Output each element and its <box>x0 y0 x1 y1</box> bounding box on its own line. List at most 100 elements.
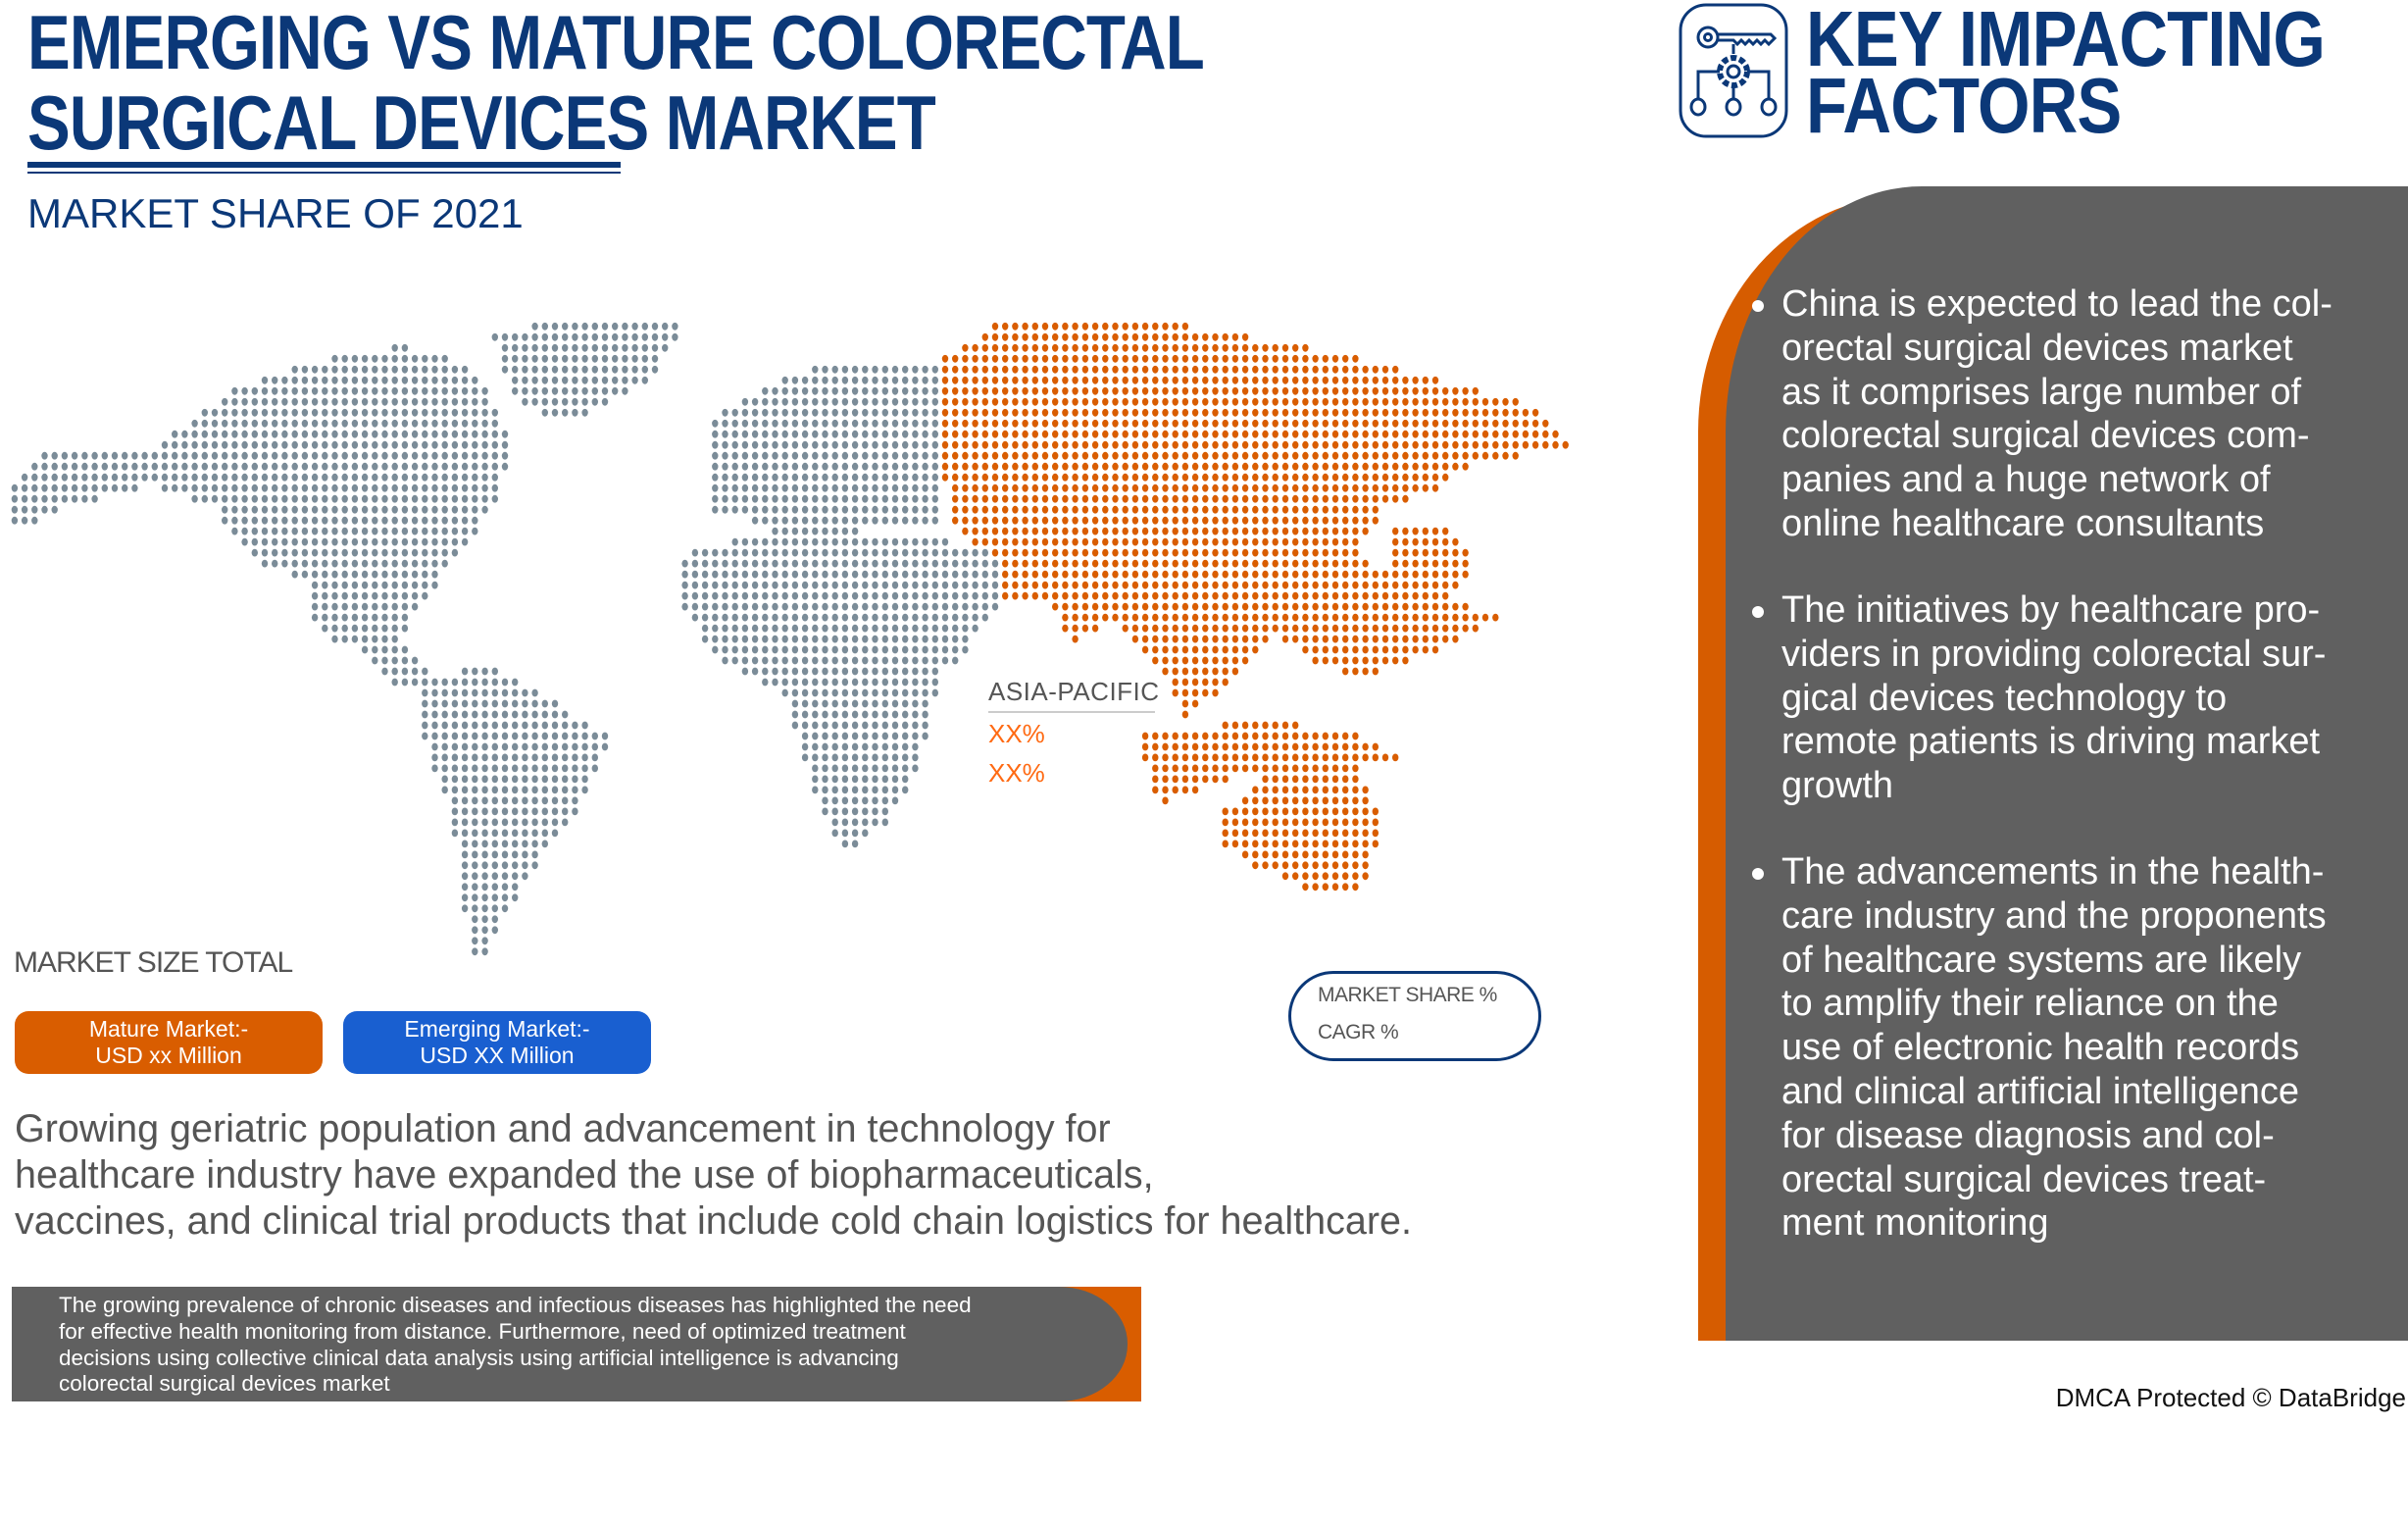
map-dot-asia-pacific <box>1172 613 1179 622</box>
map-dot-asia-pacific <box>1352 624 1359 633</box>
map-dot-asia-pacific <box>1212 386 1219 395</box>
map-dot <box>491 796 498 805</box>
map-dot-asia-pacific <box>1412 451 1419 460</box>
map-dot-asia-pacific <box>1022 494 1028 503</box>
map-dot <box>922 624 928 633</box>
map-dot <box>881 494 888 503</box>
map-dot <box>131 473 138 482</box>
map-dot <box>931 430 938 438</box>
map-dot-asia-pacific <box>1422 581 1430 589</box>
map-dot <box>422 527 428 535</box>
map-dot <box>322 516 328 525</box>
map-dot <box>401 548 409 557</box>
map-dot-asia-pacific <box>1172 365 1179 374</box>
map-dot <box>922 602 928 611</box>
map-dot-asia-pacific <box>1322 635 1329 643</box>
map-dot <box>422 484 428 492</box>
map-dot-asia-pacific <box>1062 365 1069 374</box>
map-dot-asia-pacific <box>1141 635 1149 643</box>
map-dot-asia-pacific <box>1402 635 1409 643</box>
map-dot <box>812 419 819 428</box>
map-dot-asia-pacific <box>1022 322 1028 331</box>
map-dot-asia-pacific <box>1122 602 1129 611</box>
map-dot-asia-pacific <box>1302 494 1309 503</box>
map-dot <box>812 742 819 751</box>
map-dot-asia-pacific <box>1531 419 1539 428</box>
map-dot-asia-pacific <box>1162 645 1169 654</box>
map-dot <box>862 796 869 805</box>
map-dot-asia-pacific <box>1452 462 1459 471</box>
map-dot <box>261 462 269 471</box>
map-dot <box>881 688 888 697</box>
map-dot-asia-pacific <box>1172 602 1179 611</box>
map-dot <box>751 667 759 676</box>
map-dot <box>231 516 238 525</box>
map-dot <box>741 505 749 514</box>
map-dot <box>422 397 428 406</box>
map-dot <box>841 505 849 514</box>
map-dot <box>751 581 759 589</box>
map-dot-asia-pacific <box>1191 742 1199 751</box>
map-dot-asia-pacific <box>1322 494 1329 503</box>
map-dot-asia-pacific <box>991 537 999 546</box>
map-dot-asia-pacific <box>1222 397 1229 406</box>
map-dot <box>622 386 628 395</box>
map-dot-asia-pacific <box>1392 419 1399 428</box>
map-dot <box>401 430 409 438</box>
map-dot <box>851 678 859 687</box>
map-dot <box>472 710 478 719</box>
map-dot-asia-pacific <box>1072 602 1079 611</box>
map-dot-asia-pacific <box>1031 462 1039 471</box>
map-dot <box>322 581 328 589</box>
map-dot <box>772 635 778 643</box>
map-dot-asia-pacific <box>1181 570 1189 579</box>
map-dot <box>631 343 638 352</box>
map-dot-asia-pacific <box>1222 505 1229 514</box>
map-dot <box>862 591 869 600</box>
map-dot-asia-pacific <box>1231 527 1239 535</box>
map-dot <box>512 678 519 687</box>
map-dot-asia-pacific <box>1281 386 1289 395</box>
map-dot <box>791 386 799 395</box>
map-dot <box>331 624 338 633</box>
map-dot-asia-pacific <box>1292 581 1299 589</box>
map-dot <box>872 667 878 676</box>
map-dot-asia-pacific <box>1231 484 1239 492</box>
map-dot-asia-pacific <box>1352 850 1359 859</box>
map-dot-asia-pacific <box>1141 397 1149 406</box>
map-dot-asia-pacific <box>1352 667 1359 676</box>
map-dot-asia-pacific <box>981 419 988 428</box>
map-dot-asia-pacific <box>1292 872 1299 881</box>
map-dot <box>572 753 578 762</box>
map-dot-asia-pacific <box>1041 332 1049 341</box>
map-dot-asia-pacific <box>1172 354 1179 363</box>
map-dot-asia-pacific <box>1231 451 1239 460</box>
map-dot-asia-pacific <box>1162 332 1169 341</box>
map-dot <box>522 732 528 740</box>
map-dot-asia-pacific <box>1222 818 1229 827</box>
map-dot-asia-pacific <box>1131 462 1139 471</box>
map-dot <box>541 408 548 417</box>
map-dot-asia-pacific <box>1131 322 1139 331</box>
map-dot <box>741 624 749 633</box>
map-dot-asia-pacific <box>1081 462 1089 471</box>
map-dot-asia-pacific <box>1001 365 1009 374</box>
map-dot <box>741 591 749 600</box>
map-dot <box>872 710 878 719</box>
map-dot <box>851 408 859 417</box>
text-line: orectal surgical devices treat- <box>1781 1158 2267 1200</box>
map-dot-asia-pacific <box>1392 635 1399 643</box>
map-dot <box>361 548 369 557</box>
map-dot <box>902 732 909 740</box>
map-dot <box>881 742 888 751</box>
map-dot-asia-pacific <box>1252 613 1259 622</box>
map-dot <box>772 548 778 557</box>
map-dot-asia-pacific <box>1392 591 1399 600</box>
map-dot-asia-pacific <box>1331 397 1339 406</box>
map-dot <box>912 721 919 730</box>
map-dot <box>881 581 888 589</box>
map-dot <box>512 807 519 816</box>
map-dot <box>912 537 919 546</box>
map-dot <box>922 537 928 546</box>
map-dot-asia-pacific <box>1392 559 1399 568</box>
